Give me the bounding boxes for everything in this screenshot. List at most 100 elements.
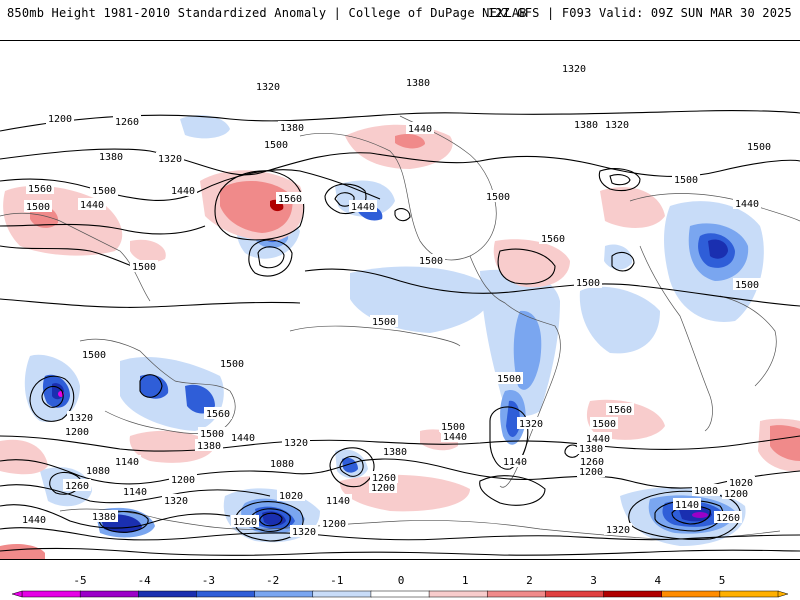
colorbar-segments (11, 590, 789, 598)
contour-label: 1200 (46, 112, 74, 125)
contour-label: 1500 (130, 260, 158, 273)
contour-label: 1380 (577, 442, 605, 455)
contour-label: 1500 (417, 254, 445, 267)
colorbar-segment (138, 590, 198, 598)
svg-text:1440: 1440 (735, 199, 759, 210)
contour-label: 1200 (722, 487, 750, 500)
colorbar-segment (428, 590, 488, 598)
contour-label: 1500 (80, 348, 108, 361)
colorbar-tick-label: 3 (590, 574, 597, 587)
colorbar-min-arrow (11, 590, 23, 598)
svg-text:1500: 1500 (82, 350, 106, 361)
contour-label: 1560 (539, 232, 567, 245)
svg-text:1500: 1500 (497, 374, 521, 385)
svg-text:1320: 1320 (158, 154, 182, 165)
colorbar-segment (370, 590, 430, 598)
svg-text:1440: 1440 (351, 202, 375, 213)
contour-label: 1440 (20, 513, 48, 526)
contour-label: 1320 (254, 80, 282, 93)
svg-text:1020: 1020 (279, 491, 303, 502)
contour-label: 1320 (290, 525, 318, 538)
contour-label: 1080 (692, 484, 720, 497)
colorbar-tick-label: -4 (138, 574, 152, 587)
contour-label: 1200 (577, 465, 605, 478)
svg-text:1260: 1260 (580, 457, 604, 468)
svg-text:1320: 1320 (292, 527, 316, 538)
contour-label: 1080 (84, 464, 112, 477)
contour-label: 1080 (268, 457, 296, 470)
svg-text:1320: 1320 (519, 419, 543, 430)
svg-text:1500: 1500 (735, 280, 759, 291)
svg-text:1440: 1440 (80, 200, 104, 211)
contour-label: 1380 (381, 445, 409, 458)
svg-text:1260: 1260 (115, 117, 139, 128)
svg-text:1500: 1500 (132, 262, 156, 273)
contour-label: 1380 (195, 439, 223, 452)
svg-text:1380: 1380 (280, 123, 304, 134)
svg-text:1500: 1500 (264, 140, 288, 151)
contour-label: 1500 (672, 173, 700, 186)
svg-text:1200: 1200 (322, 519, 346, 530)
contour-label: 1200 (369, 481, 397, 494)
contour-label: 1140 (501, 455, 529, 468)
colorbar-tick-label: 2 (526, 574, 533, 587)
contour-label: 1260 (63, 479, 91, 492)
anomaly-map: 1320 1380 1320 1200 1260 1380 1320 1380 … (0, 62, 800, 559)
contour-label: 1380 (572, 118, 600, 131)
contour-label: 1500 (198, 427, 226, 440)
svg-text:1080: 1080 (86, 466, 110, 477)
svg-text:1320: 1320 (69, 413, 93, 424)
contour-label: 1500 (370, 315, 398, 328)
svg-text:1260: 1260 (65, 481, 89, 492)
svg-text:1260: 1260 (233, 517, 257, 528)
svg-text:1320: 1320 (284, 438, 308, 449)
svg-text:1500: 1500 (576, 278, 600, 289)
contour-label: 1500 (439, 420, 467, 433)
contour-label: 1140 (113, 455, 141, 468)
svg-text:1500: 1500 (419, 256, 443, 267)
contour-label: 1380 (404, 76, 432, 89)
svg-text:1380: 1380 (406, 78, 430, 89)
svg-text:1200: 1200 (724, 489, 748, 500)
contour-label: 1500 (262, 138, 290, 151)
svg-text:1260: 1260 (716, 513, 740, 524)
svg-text:1500: 1500 (372, 317, 396, 328)
contour-label: 1200 (63, 425, 91, 438)
svg-text:1200: 1200 (371, 483, 395, 494)
contour-label: 1320 (162, 494, 190, 507)
svg-text:1380: 1380 (99, 152, 123, 163)
svg-text:1140: 1140 (123, 487, 147, 498)
svg-text:1560: 1560 (206, 409, 230, 420)
contour-label: 1320 (67, 411, 95, 424)
svg-text:1140: 1140 (115, 457, 139, 468)
svg-text:1200: 1200 (65, 427, 89, 438)
contour-label: 1440 (733, 197, 761, 210)
height-contours (0, 110, 800, 556)
contour-label: 1320 (604, 523, 632, 536)
svg-text:1500: 1500 (674, 175, 698, 186)
svg-text:1200: 1200 (171, 475, 195, 486)
contour-label: 1320 (282, 436, 310, 449)
contour-label: 1440 (169, 184, 197, 197)
map-title: 850mb Height 1981-2010 Standardized Anom… (7, 6, 527, 20)
colorbar-segment (79, 590, 140, 598)
contour-label: 1440 (78, 198, 106, 211)
colorbar-segment (312, 590, 372, 598)
colorbar: -5 -4 -3 -2 -1 0 1 2 3 4 5 (11, 574, 789, 598)
colorbar-tick-label: 0 (398, 574, 405, 587)
contour-label: 1140 (324, 494, 352, 507)
map-panel: 1320 1380 1320 1200 1260 1380 1320 1380 … (0, 40, 800, 560)
colorbar-tick-label: -3 (202, 574, 215, 587)
colorbar-segment (603, 590, 663, 598)
svg-text:1500: 1500 (441, 422, 465, 433)
contour-label: 1380 (90, 510, 118, 523)
contour-label: 1500 (218, 357, 246, 370)
run-info: 12Z GFS | F093 Valid: 09Z SUN MAR 30 202… (487, 6, 792, 20)
colorbar-segment (545, 590, 605, 598)
svg-text:1500: 1500 (26, 202, 50, 213)
contour-label: 1500 (90, 184, 118, 197)
contour-label: 1260 (578, 455, 606, 468)
svg-text:1020: 1020 (729, 478, 753, 489)
colorbar-segment (486, 590, 547, 598)
contour-label: 1440 (441, 430, 469, 443)
